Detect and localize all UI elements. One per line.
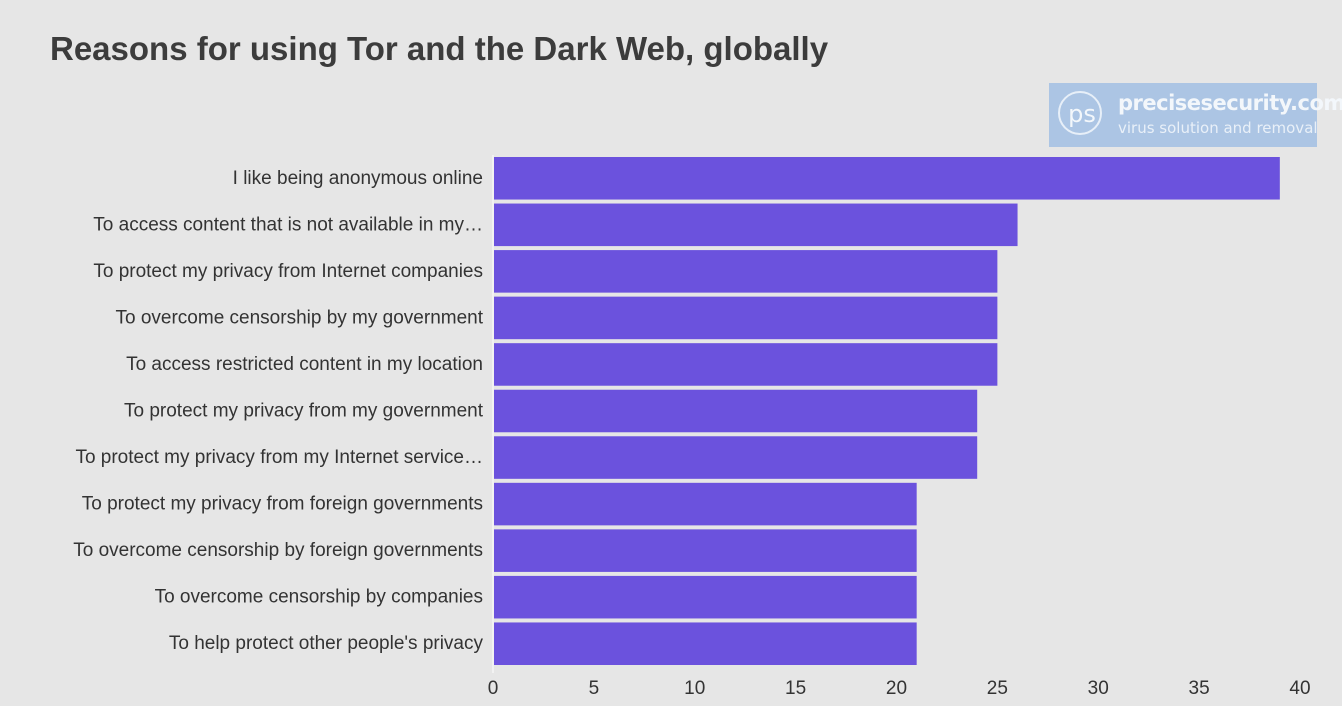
watermark-domain: precisesecurity.com — [1118, 91, 1342, 115]
category-label: To access restricted content in my locat… — [126, 354, 483, 375]
x-tick-label: 30 — [1088, 678, 1109, 699]
category-label: To help protect other people's privacy — [169, 633, 484, 654]
bar — [494, 622, 917, 665]
category-label: To access content that is not available … — [93, 214, 483, 235]
x-tick-label: 15 — [785, 678, 806, 699]
category-label: To protect my privacy from foreign gover… — [82, 494, 483, 515]
ps-logo-icon: ps — [1058, 91, 1102, 135]
bar — [494, 250, 998, 293]
bar — [494, 343, 998, 386]
bar — [494, 482, 917, 526]
logo-mark: ps — [1068, 100, 1096, 128]
category-label: To overcome censorship by companies — [155, 587, 483, 608]
x-tick-label: 40 — [1289, 678, 1310, 699]
bar — [494, 296, 998, 340]
chart-title: Reasons for using Tor and the Dark Web, … — [50, 30, 829, 67]
category-label: I like being anonymous online — [233, 168, 483, 189]
bar — [494, 529, 917, 572]
bar — [494, 575, 917, 619]
x-tick-label: 5 — [589, 678, 600, 699]
bar — [494, 389, 978, 433]
bar — [494, 157, 1280, 200]
x-tick-label: 25 — [987, 678, 1008, 699]
category-label: To overcome censorship by foreign govern… — [73, 540, 483, 561]
x-tick-label: 0 — [488, 678, 499, 699]
watermark-tagline: virus solution and removal — [1118, 119, 1318, 137]
category-label: To protect my privacy from my Internet s… — [75, 447, 483, 468]
category-label: To protect my privacy from Internet comp… — [93, 261, 483, 282]
x-tick-label: 35 — [1189, 678, 1210, 699]
x-tick-label: 20 — [886, 678, 907, 699]
x-tick-label: 10 — [684, 678, 705, 699]
bar — [494, 436, 978, 479]
category-label: To protect my privacy from my government — [124, 401, 484, 422]
category-label: To overcome censorship by my government — [116, 307, 484, 328]
bar — [494, 203, 1018, 247]
watermark-logo: ps precisesecurity.com virus solution an… — [1049, 83, 1342, 147]
